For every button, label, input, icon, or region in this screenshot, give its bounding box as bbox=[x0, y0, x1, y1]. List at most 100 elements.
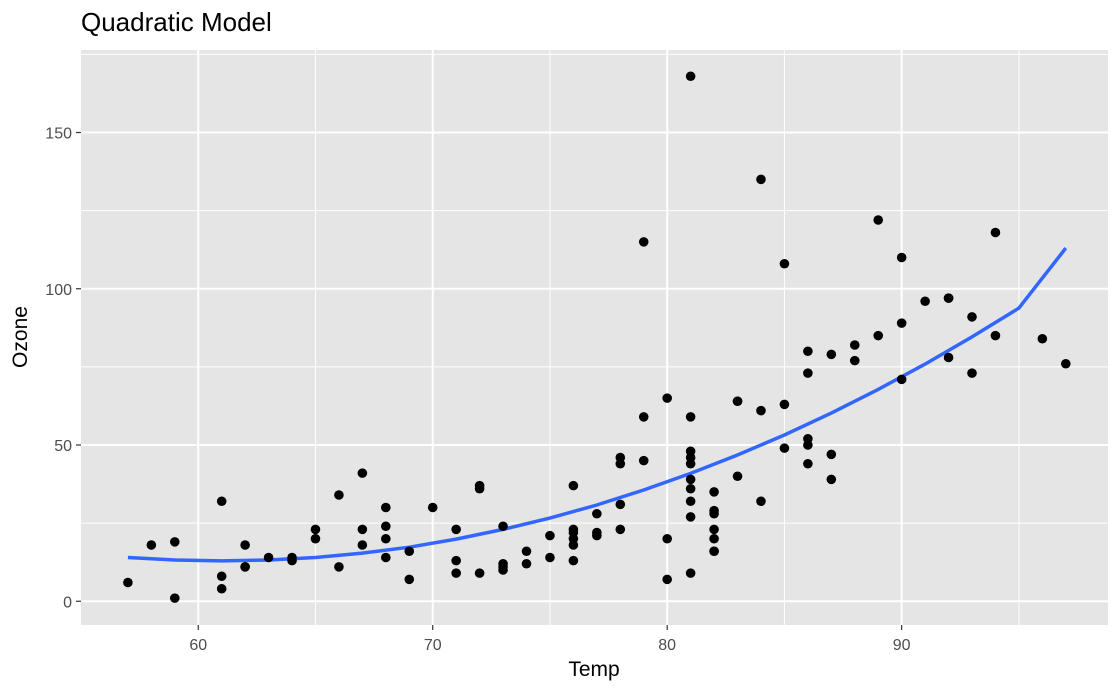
data-point bbox=[1060, 358, 1071, 369]
data-point bbox=[826, 349, 837, 360]
y-axis: 0 50 100 150 bbox=[45, 126, 81, 611]
data-point bbox=[709, 533, 719, 544]
data-point bbox=[123, 577, 133, 588]
data-point bbox=[685, 412, 696, 422]
data-point bbox=[756, 405, 766, 416]
x-tick-label: 90 bbox=[893, 637, 911, 654]
data-point bbox=[381, 521, 391, 532]
data-point bbox=[896, 374, 907, 385]
y-axis-title: Ozone bbox=[9, 306, 32, 368]
data-point bbox=[216, 496, 227, 507]
data-point bbox=[920, 296, 930, 307]
x-axis-title: Temp bbox=[568, 658, 619, 681]
data-point bbox=[685, 446, 696, 457]
data-point bbox=[568, 555, 579, 566]
data-point bbox=[216, 583, 227, 594]
data-point bbox=[685, 568, 696, 578]
grid-minor bbox=[81, 50, 1108, 625]
data-point bbox=[896, 318, 907, 328]
data-point bbox=[169, 593, 180, 603]
data-point bbox=[381, 533, 391, 544]
data-point bbox=[943, 352, 954, 363]
data-point bbox=[451, 568, 461, 578]
x-tick-label: 80 bbox=[658, 637, 676, 654]
data-point bbox=[263, 552, 274, 563]
data-point bbox=[638, 455, 649, 466]
data-point bbox=[568, 480, 579, 491]
data-point bbox=[709, 505, 719, 516]
data-point bbox=[592, 527, 602, 538]
x-tick-label: 70 bbox=[424, 637, 442, 654]
data-point bbox=[779, 399, 790, 410]
data-point bbox=[967, 368, 977, 378]
data-point bbox=[404, 574, 415, 585]
data-point bbox=[545, 530, 555, 541]
data-point bbox=[826, 474, 837, 485]
data-points bbox=[123, 71, 1071, 603]
data-point bbox=[592, 508, 602, 519]
data-point bbox=[685, 474, 696, 485]
data-point bbox=[638, 412, 649, 422]
data-point bbox=[779, 258, 790, 269]
data-point bbox=[615, 452, 626, 463]
data-point bbox=[310, 524, 321, 535]
grid-major bbox=[81, 50, 1108, 625]
data-point bbox=[709, 546, 719, 557]
data-point bbox=[287, 552, 297, 563]
data-point bbox=[169, 537, 180, 547]
data-point bbox=[709, 524, 719, 535]
data-point bbox=[943, 293, 954, 303]
data-point bbox=[216, 571, 227, 582]
data-point bbox=[404, 546, 415, 557]
data-point bbox=[240, 562, 250, 572]
x-axis: 60 70 80 90 bbox=[189, 625, 911, 654]
data-point bbox=[709, 487, 719, 497]
data-point bbox=[685, 71, 696, 82]
data-point bbox=[498, 521, 508, 532]
data-point bbox=[685, 483, 696, 494]
y-tick-label: 50 bbox=[54, 438, 72, 455]
data-point bbox=[803, 458, 813, 469]
data-point bbox=[498, 558, 508, 569]
chart-title: Quadratic Model bbox=[81, 7, 272, 37]
data-point bbox=[474, 480, 485, 491]
data-point bbox=[967, 312, 977, 322]
data-point bbox=[638, 237, 649, 247]
data-point bbox=[615, 499, 626, 510]
data-point bbox=[779, 443, 790, 453]
quadratic-fit-line bbox=[127, 247, 1068, 563]
data-point bbox=[357, 540, 368, 550]
data-point bbox=[732, 396, 743, 407]
data-point bbox=[146, 540, 157, 550]
y-tick-label: 0 bbox=[63, 594, 72, 611]
data-point bbox=[873, 330, 884, 341]
data-point bbox=[803, 368, 813, 378]
data-point bbox=[756, 174, 766, 185]
data-point bbox=[756, 496, 766, 507]
data-point bbox=[849, 340, 860, 350]
data-point bbox=[826, 449, 837, 460]
data-point bbox=[545, 552, 555, 563]
data-point bbox=[451, 524, 461, 535]
data-point bbox=[310, 533, 321, 544]
data-point bbox=[685, 512, 696, 522]
y-tick-label: 100 bbox=[45, 282, 72, 299]
data-point bbox=[732, 471, 743, 482]
y-tick-label: 150 bbox=[45, 126, 72, 143]
data-point bbox=[803, 433, 813, 444]
data-point bbox=[451, 555, 461, 566]
x-tick-label: 60 bbox=[189, 637, 207, 654]
data-point bbox=[873, 215, 884, 225]
data-point bbox=[1037, 333, 1048, 344]
data-point bbox=[803, 346, 813, 357]
data-point bbox=[662, 533, 672, 544]
data-point bbox=[990, 227, 1001, 238]
data-point bbox=[240, 540, 250, 550]
data-point bbox=[662, 574, 672, 585]
data-point bbox=[849, 355, 860, 366]
data-point bbox=[357, 468, 368, 478]
data-point bbox=[990, 330, 1001, 341]
data-point bbox=[357, 524, 368, 535]
data-point bbox=[568, 524, 579, 535]
